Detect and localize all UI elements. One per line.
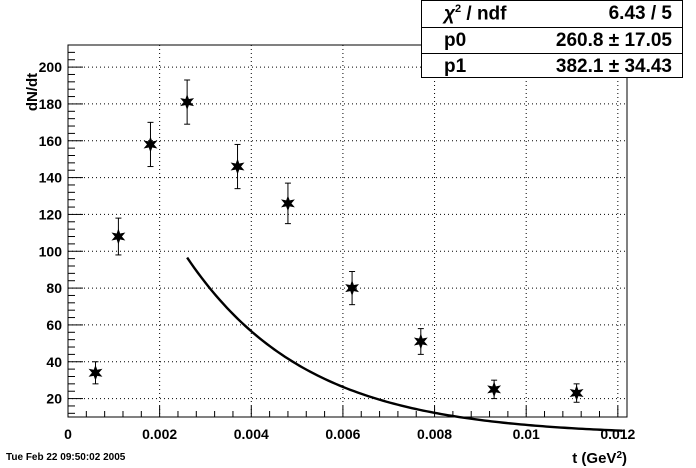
data-point xyxy=(143,121,158,168)
star-marker xyxy=(569,385,584,402)
star-marker xyxy=(111,228,126,245)
x-tick-label: 0.012 xyxy=(600,426,635,442)
y-tick-label: 160 xyxy=(39,133,63,149)
points-layer xyxy=(88,79,584,403)
x-tick-label: 0.01 xyxy=(513,426,540,442)
data-point xyxy=(88,361,103,385)
tick-labels-layer: 0 0.002 0.004 0.006 0.008 0.01 0.012 20 40 60 80 10… xyxy=(39,59,636,442)
stats-row-chi2: χ2 / ndf 6.43 / 5 xyxy=(422,1,682,26)
grid-layer xyxy=(68,45,627,417)
star-marker xyxy=(143,136,158,153)
x-tick-label: 0.002 xyxy=(142,426,177,442)
ticks-layer xyxy=(67,51,619,417)
stats-p1-value: 382.1 ± 34.43 xyxy=(555,56,672,77)
data-point xyxy=(569,383,584,403)
fit-stats-box: χ2 / ndf 6.43 / 5 p0 260.8 ± 17.05 p1 38… xyxy=(421,0,683,78)
star-marker xyxy=(230,158,245,175)
star-marker xyxy=(88,364,103,381)
data-point xyxy=(281,182,295,225)
fit-layer xyxy=(186,256,623,432)
data-point xyxy=(345,271,360,306)
y-axis-title: dN/dt xyxy=(24,73,41,111)
data-point xyxy=(413,328,428,355)
timestamp-footer: Tue Feb 22 09:50:02 2005 xyxy=(6,452,126,463)
stats-row-p1: p1 382.1 ± 34.43 xyxy=(422,54,682,79)
y-tick-label: 80 xyxy=(46,280,62,296)
x-axis-title: t (GeV2) xyxy=(572,450,627,468)
star-marker xyxy=(413,333,428,350)
star-marker xyxy=(345,280,360,297)
y-tick-label: 140 xyxy=(39,170,63,186)
x-tick-label: 0.006 xyxy=(325,426,360,442)
data-point xyxy=(111,217,126,256)
x-tick-label: 0.008 xyxy=(417,426,452,442)
fit-curve xyxy=(186,256,623,432)
stats-p0-key: p0 xyxy=(444,30,467,51)
y-tick-label: 20 xyxy=(46,391,62,407)
x-axis-title-close: ) xyxy=(622,450,627,467)
star-marker xyxy=(281,195,295,212)
stats-chi2-value: 6.43 / 5 xyxy=(608,3,672,24)
stats-row-p0: p0 260.8 ± 17.05 xyxy=(422,28,682,53)
data-point xyxy=(487,379,502,400)
star-marker xyxy=(180,94,195,111)
stats-separator xyxy=(422,27,682,28)
y-tick-label: 120 xyxy=(39,206,63,222)
data-point xyxy=(180,79,195,125)
stats-p1-key: p1 xyxy=(444,56,467,77)
plot-frame xyxy=(67,44,628,418)
x-axis-title-sup: 2 xyxy=(616,450,622,461)
data-point xyxy=(230,143,245,190)
y-tick-label: 100 xyxy=(39,243,63,259)
star-marker xyxy=(487,381,502,398)
y-tick-label: 180 xyxy=(39,96,63,112)
y-tick-label: 40 xyxy=(46,354,62,370)
y-tick-label: 200 xyxy=(39,59,63,75)
y-tick-label: 60 xyxy=(46,317,62,333)
stats-chi2-key: χ2 / ndf xyxy=(444,3,507,25)
x-tick-label: 0 xyxy=(64,426,72,442)
x-axis-title-main: t (GeV xyxy=(572,450,616,467)
stats-separator xyxy=(422,53,682,54)
stats-p0-value: 260.8 ± 17.05 xyxy=(555,30,672,51)
x-tick-label: 0.004 xyxy=(234,426,269,442)
